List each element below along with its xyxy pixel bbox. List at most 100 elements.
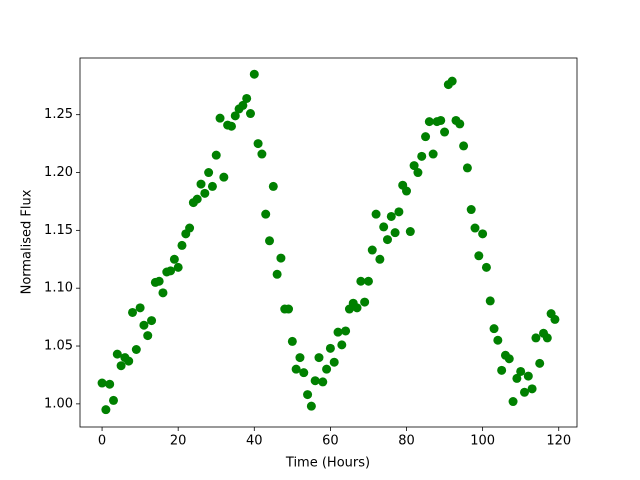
point bbox=[242, 93, 252, 103]
point bbox=[386, 211, 396, 221]
point bbox=[143, 331, 153, 341]
point bbox=[97, 378, 107, 388]
point bbox=[436, 115, 446, 125]
point bbox=[204, 168, 214, 178]
point bbox=[318, 377, 328, 387]
point bbox=[497, 365, 507, 375]
point bbox=[325, 343, 335, 353]
point bbox=[363, 276, 373, 286]
point bbox=[527, 384, 537, 394]
point bbox=[284, 304, 294, 314]
y-tick-label: 1.25 bbox=[44, 107, 73, 122]
point bbox=[489, 324, 499, 334]
point bbox=[219, 172, 229, 182]
point bbox=[440, 127, 450, 137]
point bbox=[245, 109, 255, 119]
point bbox=[542, 333, 552, 343]
point bbox=[135, 303, 145, 313]
point bbox=[154, 276, 164, 286]
point bbox=[268, 181, 278, 191]
point bbox=[371, 209, 381, 219]
point bbox=[409, 161, 419, 171]
point bbox=[531, 333, 541, 343]
point bbox=[352, 303, 362, 313]
point bbox=[535, 358, 545, 368]
point bbox=[512, 373, 522, 383]
point bbox=[421, 132, 431, 142]
point bbox=[147, 316, 157, 326]
point bbox=[265, 236, 275, 246]
point bbox=[276, 253, 286, 263]
point bbox=[367, 245, 377, 255]
point bbox=[485, 296, 495, 306]
point bbox=[200, 188, 210, 198]
point bbox=[470, 223, 480, 233]
x-tick-label: 20 bbox=[170, 434, 187, 449]
x-tick-label: 0 bbox=[98, 434, 106, 449]
x-tick-label: 80 bbox=[398, 434, 415, 449]
point bbox=[516, 366, 526, 376]
point bbox=[131, 344, 141, 354]
point bbox=[481, 262, 491, 272]
point bbox=[550, 314, 560, 324]
point bbox=[261, 209, 271, 219]
point bbox=[360, 297, 370, 307]
point bbox=[504, 354, 514, 364]
y-tick-label: 1.15 bbox=[44, 223, 73, 238]
point bbox=[238, 100, 248, 110]
point bbox=[291, 364, 301, 374]
point bbox=[428, 149, 438, 159]
y-tick-label: 1.20 bbox=[44, 165, 73, 180]
point bbox=[158, 288, 168, 298]
point bbox=[139, 320, 149, 330]
point bbox=[394, 207, 404, 217]
point bbox=[173, 262, 183, 272]
point bbox=[493, 335, 503, 345]
point bbox=[253, 139, 263, 149]
point bbox=[196, 179, 206, 189]
point bbox=[341, 326, 351, 336]
point bbox=[405, 227, 415, 237]
point bbox=[478, 229, 488, 239]
point bbox=[116, 361, 126, 371]
point bbox=[462, 163, 472, 173]
point bbox=[207, 181, 217, 191]
y-axis-label: Normalised Flux bbox=[20, 189, 35, 294]
point bbox=[108, 395, 118, 405]
point bbox=[402, 186, 412, 196]
point bbox=[314, 353, 324, 363]
point bbox=[333, 327, 343, 337]
point bbox=[413, 168, 423, 178]
x-tick-label: 100 bbox=[470, 434, 495, 449]
x-tick-label: 60 bbox=[322, 434, 339, 449]
point bbox=[257, 149, 267, 159]
point bbox=[128, 307, 138, 317]
point bbox=[185, 223, 195, 233]
point bbox=[192, 194, 202, 204]
point bbox=[455, 119, 465, 129]
point bbox=[105, 379, 115, 389]
point bbox=[112, 349, 122, 359]
point bbox=[322, 364, 332, 374]
point bbox=[101, 405, 111, 415]
point bbox=[337, 340, 347, 350]
point bbox=[379, 222, 389, 232]
point bbox=[424, 117, 434, 127]
point bbox=[356, 276, 366, 286]
point bbox=[459, 141, 469, 151]
point bbox=[329, 357, 339, 367]
plot-frame bbox=[79, 57, 578, 428]
x-tick-label: 120 bbox=[546, 434, 571, 449]
point bbox=[447, 76, 457, 86]
point bbox=[215, 113, 225, 123]
point bbox=[466, 205, 476, 215]
point bbox=[303, 390, 313, 400]
point bbox=[390, 228, 400, 238]
x-tick-label: 40 bbox=[246, 434, 263, 449]
point bbox=[382, 235, 392, 245]
point bbox=[375, 254, 385, 264]
point bbox=[272, 269, 282, 279]
point bbox=[417, 151, 427, 161]
